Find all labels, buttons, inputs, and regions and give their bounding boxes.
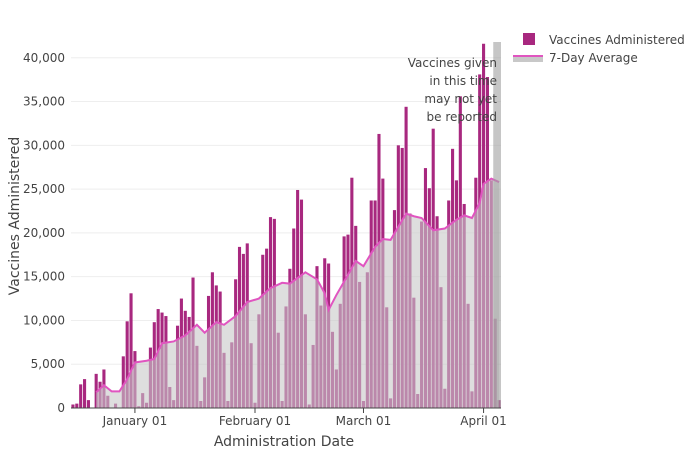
y-tick-label: 10,000 (23, 313, 65, 327)
annotation-line: may not yet (424, 92, 497, 106)
annotation-line: be reported (427, 110, 497, 124)
legend-label-average: 7-Day Average (549, 51, 638, 65)
legend-swatch-area (513, 55, 543, 62)
bar (75, 403, 79, 408)
bar (79, 384, 83, 408)
legend-swatch-bars (523, 33, 535, 45)
y-tick-label: 30,000 (23, 138, 65, 152)
x-tick-label: April 01 (460, 414, 507, 428)
annotation-line: in this time (429, 74, 497, 88)
x-tick-label: March 01 (336, 414, 392, 428)
seven-day-average-line (95, 177, 500, 393)
y-tick-label: 40,000 (23, 51, 65, 65)
bar (129, 293, 133, 408)
y-tick-label: 35,000 (23, 95, 65, 109)
x-tick-label: February 01 (219, 414, 291, 428)
y-tick-label: 25,000 (23, 182, 65, 196)
x-tick-label: January 01 (102, 414, 168, 428)
not-yet-reported-shade (493, 42, 501, 408)
seven-day-average-area (96, 178, 500, 408)
x-axis-title: Administration Date (214, 434, 354, 450)
bar (121, 356, 125, 408)
bar (71, 404, 75, 408)
legend-label-bars: Vaccines Administered (549, 33, 685, 47)
bar (86, 400, 90, 408)
bar (83, 379, 87, 408)
y-tick-label: 20,000 (23, 226, 65, 240)
annotation-line: Vaccines given (408, 56, 497, 70)
y-axis-title: Vaccines Administered (7, 137, 23, 295)
y-tick-label: 15,000 (23, 270, 65, 284)
bar (125, 321, 129, 408)
y-tick-label: 0 (57, 401, 65, 415)
y-tick-label: 5,000 (31, 357, 65, 371)
